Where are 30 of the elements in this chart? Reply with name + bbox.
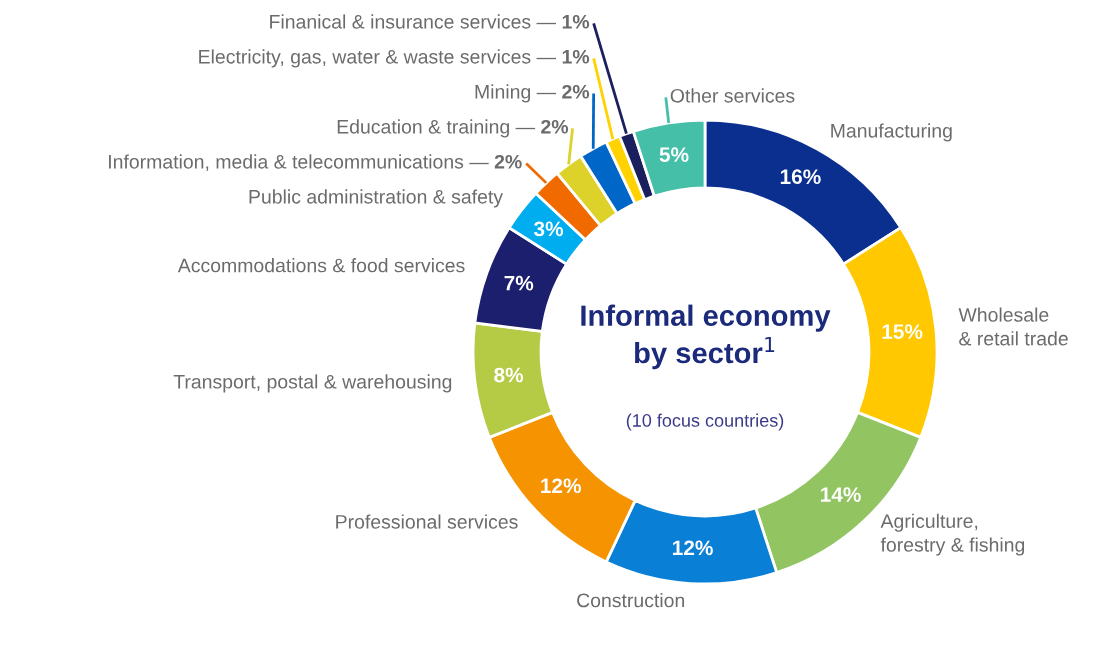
slice-label: Mining — [475,84,557,103]
slice-label: Accommodations & food services [177,258,465,273]
slice-label: Electricity, gas, water & waste services — [199,49,556,68]
slice-label: Agriculture, forestry & fishing [880,513,1025,556]
data-label: 2% [562,84,590,99]
data-label: 7% [504,275,534,291]
slice-label: Manufacturing [831,123,952,142]
text: Informal economy by sector$^{1}$ [581,304,831,370]
data-label: 5% [659,147,689,163]
slice-label: Wholesale & retail trade [958,307,1068,346]
slice-label: Professional services [336,514,518,529]
slice-label: Finanical & insurance services — [270,14,556,29]
slice-label: Education & training — [337,119,536,138]
data-label: 2% [541,119,569,134]
slice-label: Other services [670,88,795,103]
data-label: 12% [673,540,713,556]
data-label: 14% [821,487,861,502]
data-label: 1% [562,14,590,29]
text: (10 focus countries) [626,413,784,431]
data-label: 15% [882,324,923,339]
slice-label: Information, media & telecommunications — [109,154,489,171]
data-label: 1% [562,49,590,64]
slice-label: Construction [577,593,685,608]
data-label: 16% [780,169,821,185]
data-label: 3% [533,221,564,237]
slice-label: Transport, postal & warehousing [173,374,452,393]
slice-label: Public administration & safety [249,189,503,208]
data-label: 12% [541,478,581,494]
data-label: 2% [494,154,522,169]
data-label: 8% [494,367,524,383]
